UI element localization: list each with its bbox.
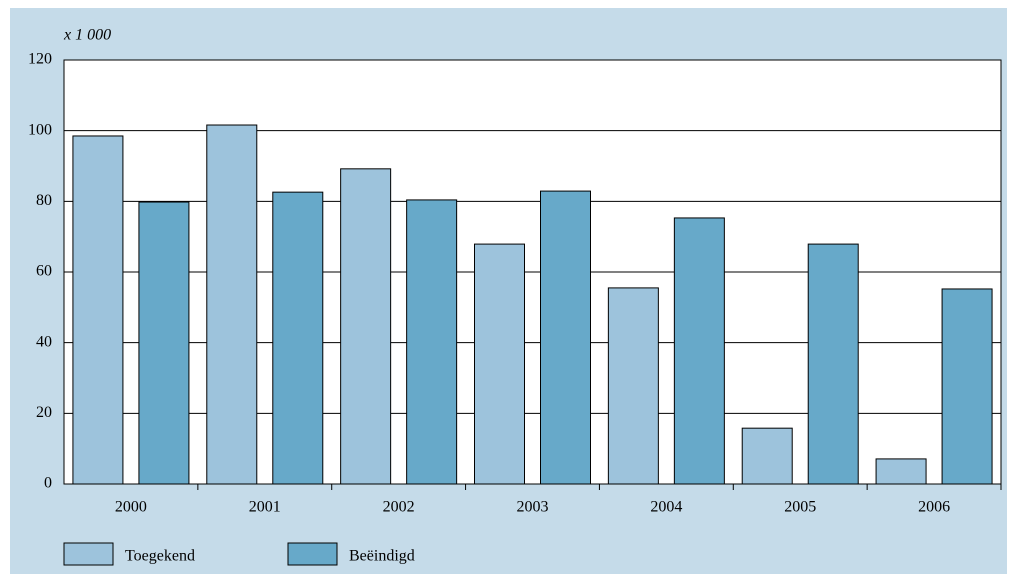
x-tick-label: 2004 bbox=[650, 499, 682, 516]
y-tick-label: 80 bbox=[36, 192, 52, 209]
y-tick-label: 60 bbox=[36, 263, 52, 280]
x-tick-label: 2006 bbox=[918, 499, 950, 516]
bar bbox=[406, 199, 458, 485]
y-tick-label: 20 bbox=[36, 404, 52, 421]
y-tick-label: 120 bbox=[28, 51, 52, 68]
y-tick-label: 0 bbox=[44, 475, 52, 492]
x-tick-label: 2002 bbox=[383, 499, 415, 516]
bar bbox=[138, 201, 190, 485]
y-tick-label: 100 bbox=[28, 121, 52, 138]
bar bbox=[807, 243, 859, 485]
bar bbox=[607, 287, 659, 485]
bar bbox=[206, 124, 258, 485]
legend-swatch bbox=[287, 542, 338, 566]
x-tick-label: 2003 bbox=[517, 499, 549, 516]
bar bbox=[272, 191, 324, 485]
x-tick-label: 2000 bbox=[115, 499, 147, 516]
bar bbox=[741, 427, 793, 485]
bar bbox=[941, 288, 993, 485]
legend-label: Toegekend bbox=[125, 548, 195, 565]
bar bbox=[72, 135, 124, 485]
bar bbox=[340, 168, 392, 485]
x-tick-label: 2001 bbox=[249, 499, 281, 516]
bar bbox=[673, 217, 725, 485]
y-tick-label: 40 bbox=[36, 333, 52, 350]
bar bbox=[875, 458, 927, 485]
legend-swatch bbox=[63, 542, 114, 566]
unit-label: x 1 000 bbox=[63, 27, 111, 44]
x-tick-label: 2005 bbox=[784, 499, 816, 516]
legend-label: Beëindigd bbox=[349, 548, 415, 565]
bar bbox=[540, 190, 591, 485]
bar bbox=[474, 243, 525, 485]
